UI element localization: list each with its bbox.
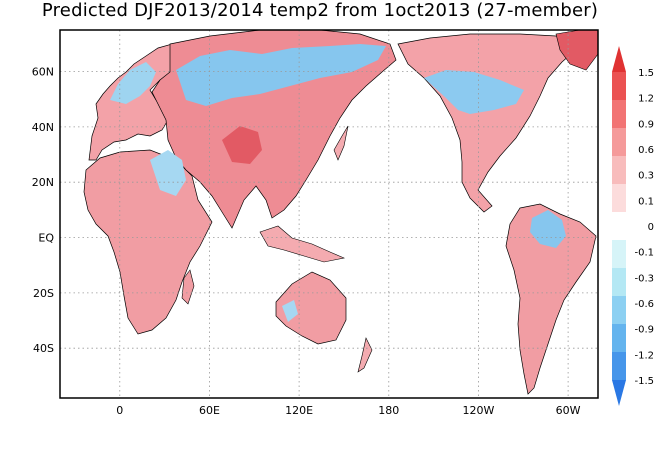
colorbar-level-label: 0.9 <box>638 119 654 130</box>
longitude-labels: 0 60E 120E 180 120W 60W <box>116 404 580 417</box>
colorbar-swatch <box>612 184 626 213</box>
colorbar-level-label: 1.5 <box>638 68 654 79</box>
scandinavia-cold-region <box>110 62 156 104</box>
tibet-warm-core <box>222 126 262 164</box>
colorbar-bottom-arrow <box>612 380 626 406</box>
colorbar-level-label: 0 <box>648 222 654 233</box>
latitude-tick-label: 20S <box>33 287 54 300</box>
australia-landmass <box>275 271 347 345</box>
greenland <box>555 30 598 71</box>
colorbar-swatch <box>612 212 626 241</box>
colorbar-swatch <box>612 352 626 381</box>
middle-east-cool-region <box>150 150 186 196</box>
colorbar-top-arrow <box>612 46 626 72</box>
latitude-tick-label: 40S <box>33 342 54 355</box>
colorbar-swatch <box>612 324 626 353</box>
south-america-landmass <box>505 203 597 395</box>
maritime-continent <box>259 225 346 263</box>
latitude-tick-label: 40N <box>32 121 54 134</box>
madagascar <box>181 269 195 305</box>
longitude-tick-label: 120W <box>463 404 495 417</box>
colorbar-swatch <box>612 100 626 129</box>
gridlines <box>60 30 598 398</box>
map-title: Predicted DJF2013/2014 temp2 from 1oct20… <box>41 0 599 21</box>
colorbar-level-label: -1.5 <box>634 376 654 387</box>
colorbar-swatch <box>612 72 626 101</box>
colorbar-level-label: -0.3 <box>634 273 654 284</box>
colorbar-level-label: 0.1 <box>638 196 654 207</box>
colorbar-swatch <box>612 156 626 185</box>
siberia-cold-region <box>176 44 386 106</box>
colorbar-level-label: -1.2 <box>634 350 654 361</box>
land-layer <box>83 30 598 395</box>
colorbar-level-label: -0.1 <box>634 248 654 259</box>
colorbar-swatch <box>612 268 626 297</box>
amazon-cool-region <box>530 210 566 248</box>
colorbar-level-label: 0.6 <box>638 145 654 156</box>
latitude-tick-label: EQ <box>38 232 54 245</box>
longitude-tick-label: 180 <box>378 404 399 417</box>
latitude-tick-label: 20N <box>32 176 54 189</box>
colorbar-level-label: 1.2 <box>638 94 654 105</box>
longitude-tick-label: 60E <box>199 404 220 417</box>
colorbar-level-label: -0.6 <box>634 299 654 310</box>
map-frame <box>59 29 599 399</box>
japan <box>333 125 349 161</box>
colorbar-swatch <box>612 240 626 269</box>
colorbar-level-label: 0.3 <box>638 171 654 182</box>
longitude-tick-label: 0 <box>116 404 123 417</box>
canada-cold-region <box>424 70 524 114</box>
longitude-tick-label: 120E <box>285 404 313 417</box>
latitude-tick-label: 60N <box>32 66 54 79</box>
colorbar-swatch <box>612 296 626 325</box>
colorbar: 1.5 1.2 0.9 0.6 0.3 0.1 0 -0.1 -0.3 -0.6 -0.9 -1.2 -… <box>612 46 654 406</box>
longitude-tick-label: 60W <box>556 404 581 417</box>
latitude-labels: 60N 40N 20N EQ 20S 40S <box>32 66 55 356</box>
australia-cool-patch <box>282 300 298 322</box>
colorbar-level-label: -0.9 <box>634 325 654 336</box>
colorbar-swatch <box>612 128 626 157</box>
